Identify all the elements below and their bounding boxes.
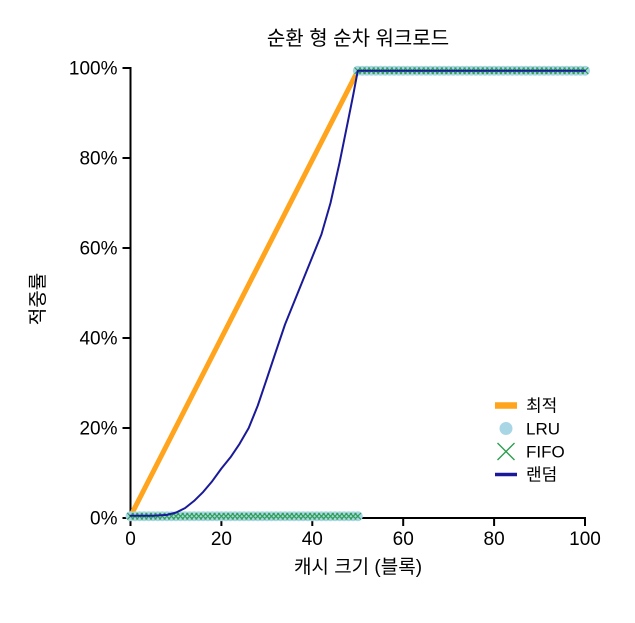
- legend-label-random: 랜덤: [526, 466, 557, 485]
- legend-marker-fifo: [497, 442, 515, 461]
- y-tick-label: 80%: [79, 149, 117, 170]
- x-tick-label: 0: [125, 529, 136, 550]
- y-axis-label: 적중률: [27, 273, 49, 325]
- x-tick-label: 60: [393, 529, 414, 550]
- series-random-line: [129, 69, 586, 517]
- legend-item-random: 랜덤: [495, 466, 557, 485]
- legend-label-opt: 최적: [526, 397, 557, 416]
- series-fifo-markers: [126, 67, 589, 520]
- legend: 최적 LRU FIFO 랜덤: [495, 397, 565, 485]
- series-lru: [125, 65, 590, 522]
- y-tick-label: 40%: [79, 329, 117, 350]
- legend-item-fifo: FIFO: [497, 442, 565, 462]
- chart-title: 순환 형 순차 워크로드: [267, 27, 449, 50]
- legend-label-fifo: FIFO: [526, 443, 565, 462]
- legend-item-opt: 최적: [495, 397, 557, 416]
- x-tick-label: 100: [569, 529, 601, 550]
- legend-marker-lru: [499, 422, 513, 435]
- y-tick-label: 20%: [79, 419, 117, 440]
- series-group: [125, 65, 590, 522]
- legend-item-lru: LRU: [499, 420, 560, 439]
- x-tick-label: 40: [302, 529, 323, 550]
- series-random: [129, 69, 586, 517]
- x-tick-label: 80: [484, 529, 505, 550]
- y-tick-label: 100%: [69, 59, 118, 80]
- series-opt: [128, 68, 588, 519]
- x-axis-label: 캐시 크기 (블록): [294, 556, 422, 578]
- axes: 0% 20% 40% 60% 80% 100% 0 20 40 60 80 100: [69, 59, 601, 551]
- y-tick-label: 0%: [90, 509, 118, 530]
- legend-label-lru: LRU: [526, 420, 560, 439]
- series-opt-line: [128, 68, 588, 519]
- x-tick-label: 20: [211, 529, 232, 550]
- y-tick-label: 60%: [79, 239, 117, 260]
- series-fifo: [126, 67, 589, 520]
